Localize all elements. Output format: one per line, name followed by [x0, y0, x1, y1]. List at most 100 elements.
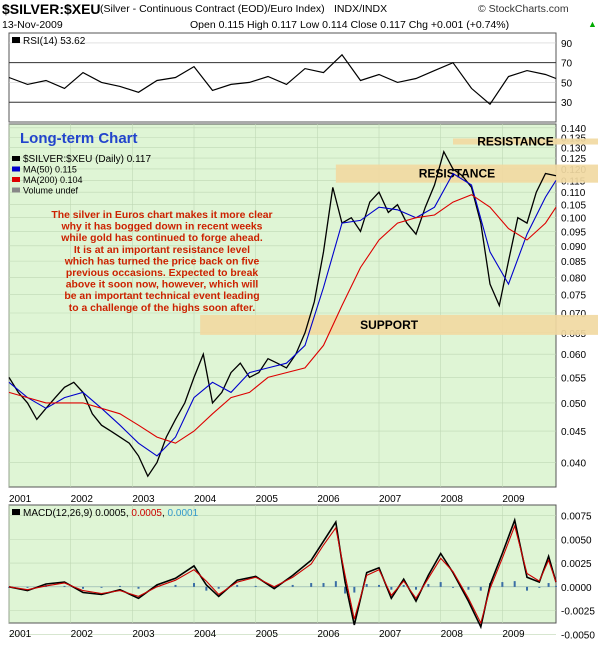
macd-legend-swatch: [12, 509, 20, 515]
annotation-line: to a challenge of the highs soon after.: [69, 303, 256, 314]
histogram-bar: [322, 583, 325, 587]
histogram-bar: [467, 586, 470, 590]
price-tick-label: 0.040: [561, 459, 586, 470]
histogram-bar: [390, 586, 393, 590]
macd-tick-label: -0.0050: [561, 630, 595, 641]
price-tick-label: 0.100: [561, 214, 586, 225]
price-tick-label: 0.105: [561, 201, 586, 212]
histogram-bar: [378, 584, 381, 587]
histogram-bar: [479, 586, 482, 591]
macd-tick-label: -0.0025: [561, 607, 595, 618]
histogram-bar: [334, 581, 337, 587]
macd-year-label: 2001: [9, 629, 32, 640]
histogram-bar: [402, 584, 405, 587]
zone-label: RESISTANCE: [477, 135, 553, 149]
annotation-line: The silver in Euros chart makes it more …: [51, 210, 272, 221]
histogram-bar: [538, 586, 541, 588]
histogram-bar: [344, 586, 347, 594]
price-tick-label: 0.070: [561, 309, 586, 320]
histogram-bar: [452, 586, 455, 588]
chart-panel-title: Long-term Chart: [20, 130, 138, 147]
price-tick-label: 0.050: [561, 399, 586, 410]
price-tick-label: 0.110: [561, 188, 586, 199]
rsi-legend-swatch: [12, 37, 20, 43]
macd-year-label: 2002: [71, 629, 94, 640]
rsi-tick-label: 90: [561, 39, 573, 50]
zone-label: RESISTANCE: [419, 167, 495, 181]
histogram-bar: [439, 582, 442, 587]
legend-entry: Volume undef: [23, 186, 79, 196]
zone-band: [335, 164, 598, 183]
histogram-bar: [415, 586, 418, 590]
price-line: [8, 149, 557, 478]
chart-ohlc: Open 0.115 High 0.117 Low 0.114 Close 0.…: [190, 19, 510, 31]
macd-year-label: 2008: [441, 629, 464, 640]
macd-year-label: 2004: [194, 629, 217, 640]
histogram-bar: [205, 586, 208, 591]
rsi-tick-label: 30: [561, 98, 573, 109]
annotation-line: be an important technical event leading: [64, 291, 259, 302]
chart-credit: © StockCharts.com: [478, 3, 569, 15]
histogram-bar: [217, 586, 220, 589]
price-tick-label: 0.095: [561, 227, 586, 238]
histogram-bar: [427, 583, 430, 587]
annotation-line: which has turned the price back on five: [64, 256, 260, 267]
macd-year-label: 2006: [317, 629, 340, 640]
zone-band: [453, 138, 598, 145]
chart-exchange: INDX/INDX: [334, 3, 388, 15]
macd-label: MACD(12,26,9) 0.0005, 0.0005, 0.0001: [23, 508, 199, 519]
macd-label-part: 0.0001: [168, 508, 199, 519]
rsi-panel-frame: [8, 32, 557, 123]
annotation-line: while gold has continued to forge ahead.: [60, 233, 263, 244]
rsi-tick-label: 50: [561, 78, 573, 89]
annotation-line: above it soon now, however, which will: [66, 280, 259, 291]
histogram-bar: [174, 584, 177, 587]
macd-tick-label: 0.0050: [561, 535, 592, 546]
annotation-line: It is at an important resistance level: [74, 245, 250, 256]
macd-year-label: 2003: [132, 629, 155, 640]
price-year-label: 2007: [379, 494, 402, 505]
macd-tick-label: 0.0000: [561, 583, 592, 594]
zone-label: SUPPORT: [360, 318, 419, 332]
macd-year-label: 2009: [502, 629, 525, 640]
macd-year-label: 2007: [379, 629, 402, 640]
histogram-bar: [291, 584, 294, 587]
macd-label-part: 0.0005: [131, 508, 162, 519]
legend-entry: MA(200) 0.104: [23, 175, 83, 185]
price-panel-frame: [8, 123, 557, 488]
legend-swatch: [12, 187, 20, 193]
macd-label-part: MACD(12,26,9) 0.0005,: [23, 508, 131, 519]
ma200-line: [8, 194, 557, 444]
price-tick-label: 0.125: [561, 154, 586, 165]
price-tick-label: 0.060: [561, 350, 586, 361]
histogram-bar: [119, 585, 122, 587]
up-arrow-icon: ▲: [588, 19, 597, 29]
legend-entry: MA(50) 0.115: [23, 165, 77, 175]
price-tick-label: 0.055: [561, 373, 586, 384]
price-year-label: 2002: [71, 494, 94, 505]
price-tick-label: 0.090: [561, 242, 586, 253]
chart-description: (Silver - Continuous Contract (EOD)/Euro…: [100, 3, 325, 15]
price-year-label: 2009: [502, 494, 525, 505]
rsi-label: RSI(14) 53.62: [23, 36, 86, 47]
legend-swatch: [12, 166, 20, 172]
annotation-line: why it has bogged down in recent weeks: [61, 222, 263, 233]
price-tick-label: 0.080: [561, 273, 586, 284]
histogram-bar: [526, 586, 529, 591]
macd-label-part: ,: [162, 508, 168, 519]
zone-band: [200, 314, 598, 335]
histogram-bar: [365, 583, 368, 587]
histogram-bar: [547, 583, 550, 587]
legend-swatch: [12, 156, 20, 161]
macd-tick-label: 0.0025: [561, 559, 592, 570]
histogram-bar: [26, 586, 29, 588]
rsi-line: [8, 53, 557, 106]
price-year-label: 2005: [256, 494, 279, 505]
histogram-bar: [100, 586, 103, 588]
histogram-bar: [501, 582, 504, 587]
histogram-bar: [156, 584, 159, 587]
histogram-bar: [82, 586, 85, 589]
histogram-bar: [137, 586, 140, 589]
price-tick-label: 0.140: [561, 124, 586, 135]
histogram-bar: [193, 583, 196, 587]
